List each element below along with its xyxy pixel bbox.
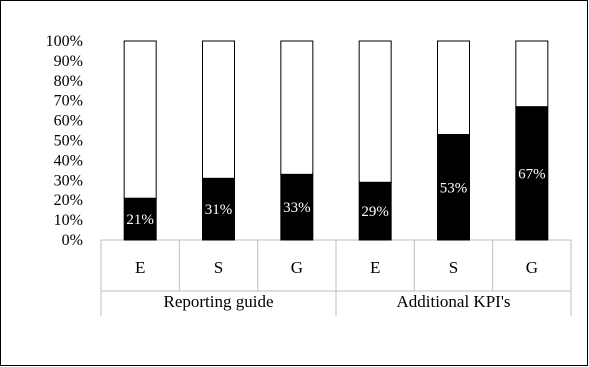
data-label: 21% (126, 212, 154, 228)
category-label: E (370, 258, 380, 277)
bar-segment-light (123, 40, 157, 199)
bar-segment-dark (358, 181, 392, 241)
data-label: 53% (440, 180, 468, 196)
y-tick-label: 40% (54, 152, 83, 169)
category-label: G (291, 258, 303, 277)
y-tick-label: 0% (62, 232, 83, 249)
bar-segment-light (202, 40, 235, 179)
y-tick-label: 70% (54, 93, 83, 110)
bars (123, 40, 549, 241)
data-label: 31% (205, 202, 233, 218)
category-label: S (449, 258, 458, 277)
x-axis-group-labels: Reporting guide Additional KPI's (163, 292, 510, 311)
bar-segment-light (515, 40, 549, 108)
y-tick-label: 80% (54, 73, 83, 90)
data-label: 29% (361, 204, 389, 220)
category-label: E (135, 258, 145, 277)
bar-segment-light (280, 40, 314, 175)
axes (100, 239, 572, 316)
y-tick-label: 10% (54, 212, 83, 229)
data-labels: 21% 31% 33% 29% 53% 67% (126, 166, 545, 228)
y-tick-label: 100% (46, 33, 83, 50)
y-tick-label: 60% (54, 113, 83, 130)
bar-segment-dark (202, 177, 235, 241)
y-tick-label: 90% (54, 53, 83, 70)
y-axis-tick-labels: 0% 10% 20% 30% 40% 50% 60% 70% 80% 90% 100% (46, 33, 83, 249)
data-label: 33% (283, 200, 311, 216)
bar-segment-light (358, 40, 392, 183)
bar-segment-dark (515, 106, 549, 241)
y-tick-label: 30% (54, 172, 83, 189)
bar-segment-light (437, 40, 470, 136)
y-tick-label: 20% (54, 192, 83, 209)
group-label: Additional KPI's (396, 292, 510, 311)
group-label: Reporting guide (163, 292, 273, 311)
category-label: S (214, 258, 223, 277)
category-label: G (526, 258, 538, 277)
data-label: 67% (518, 166, 546, 182)
y-tick-label: 50% (54, 133, 83, 150)
